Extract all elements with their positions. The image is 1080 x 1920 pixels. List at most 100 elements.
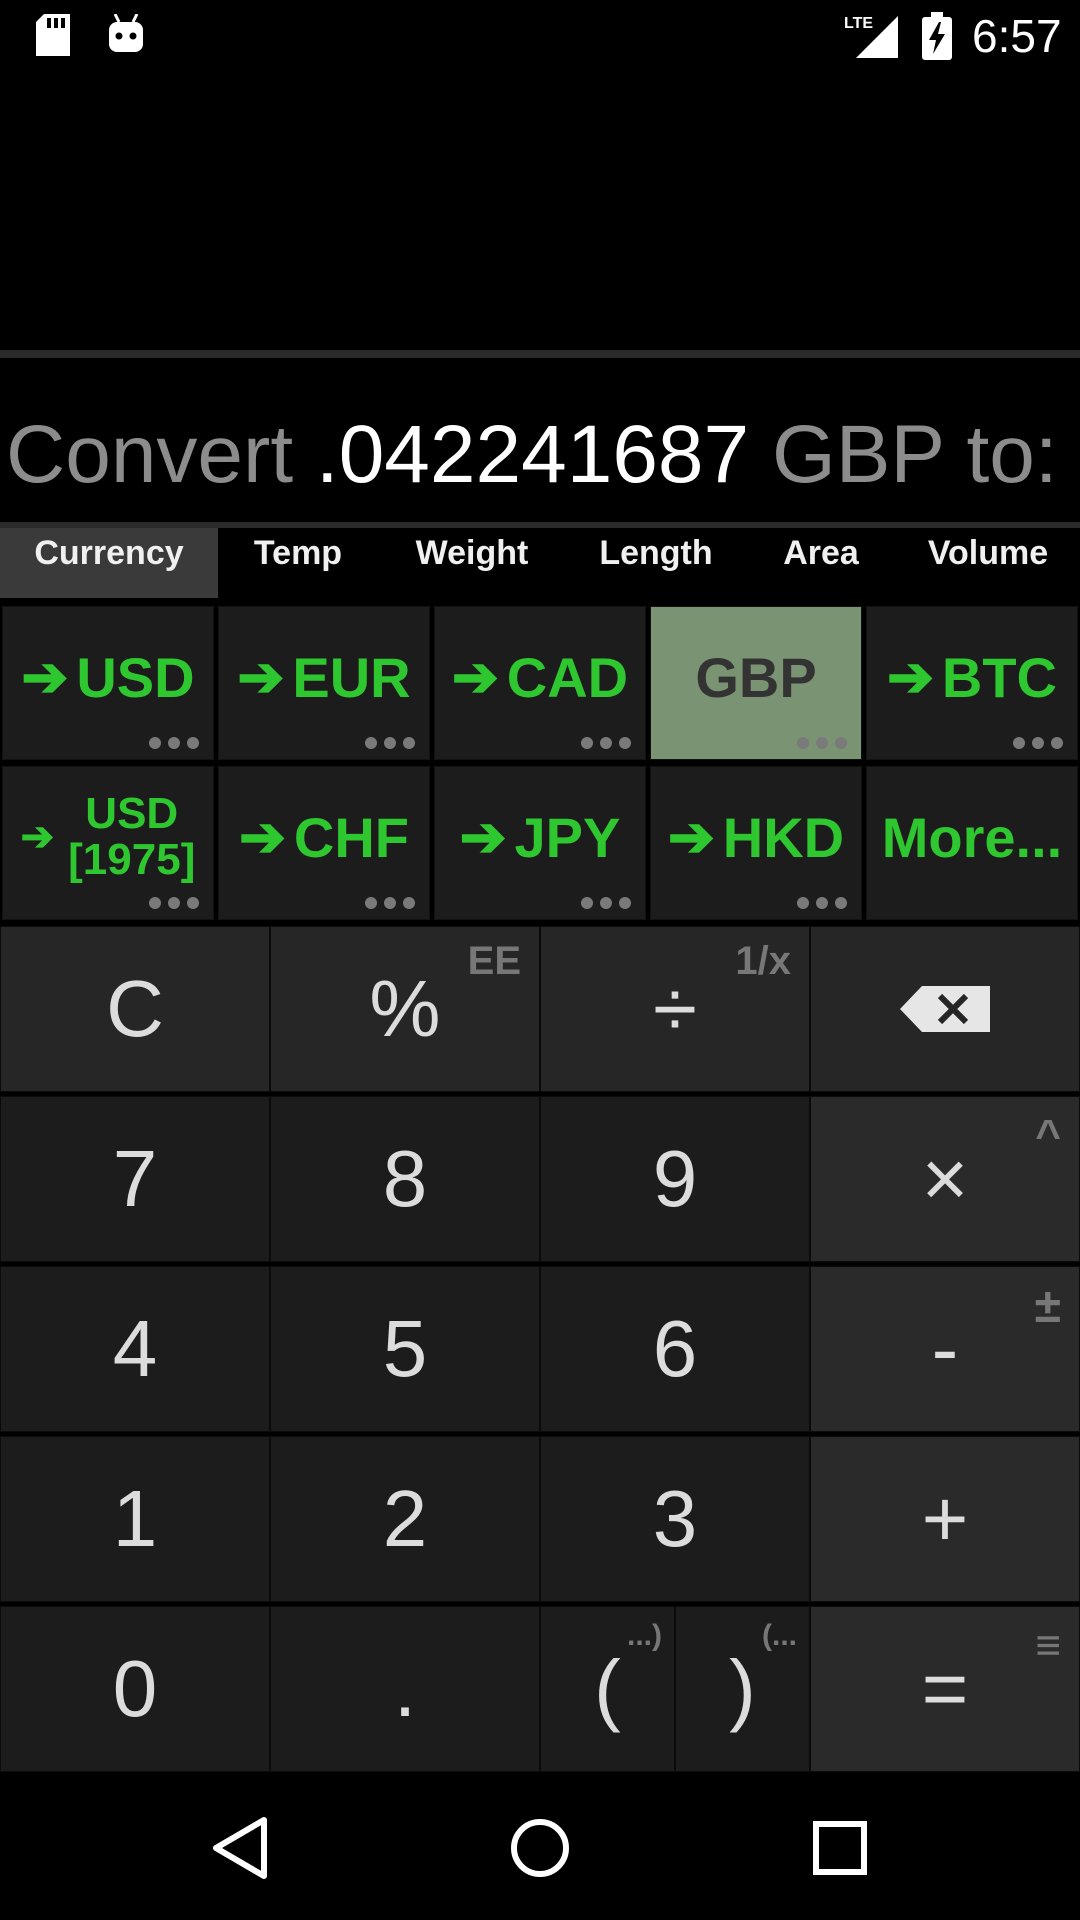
- digit-2-button[interactable]: 2: [270, 1436, 540, 1602]
- reciprocal-alt-label: 1/x: [735, 939, 791, 983]
- arrow-right-icon: ➔: [886, 645, 934, 708]
- arrow-right-icon: ➔: [20, 815, 55, 859]
- currency-eur[interactable]: ➔ EUR: [218, 606, 430, 760]
- digit-label: 7: [112, 1134, 158, 1223]
- tab-currency[interactable]: Currency: [0, 528, 218, 598]
- digit-1-button[interactable]: 1: [0, 1436, 270, 1602]
- divide-label: ÷: [653, 964, 697, 1053]
- back-icon[interactable]: [210, 1816, 272, 1880]
- tab-volume[interactable]: Volume: [927, 534, 1049, 572]
- currency-label-line2: [1975]: [68, 835, 196, 884]
- sd-card-icon: [36, 14, 70, 56]
- digit-6-button[interactable]: 6: [540, 1266, 810, 1432]
- more-label: More...: [881, 805, 1063, 869]
- status-time: 6:57: [972, 10, 1062, 62]
- clear-label: C: [106, 964, 164, 1053]
- backspace-button[interactable]: [810, 926, 1080, 1092]
- conversion-display: Convert .042241687 GBP to:: [6, 405, 1058, 505]
- display-divider-bottom: [0, 522, 1080, 528]
- display-divider: [0, 350, 1080, 358]
- lte-signal-icon: LTE: [844, 15, 898, 58]
- currency-chf[interactable]: ➔ CHF: [218, 766, 430, 920]
- digit-9-button[interactable]: 9: [540, 1096, 810, 1262]
- tab-length[interactable]: Length: [599, 534, 713, 572]
- equals-button[interactable]: = ≡: [810, 1606, 1080, 1772]
- currency-hkd[interactable]: ➔ HKD: [650, 766, 862, 920]
- category-tabs: Currency Temp Weight Length Area Volume: [0, 528, 1080, 598]
- currency-label: HKD: [722, 805, 845, 869]
- digit-label: 5: [382, 1304, 428, 1393]
- close-paren-button[interactable]: ) (...: [675, 1606, 810, 1772]
- arrow-right-icon: ➔: [459, 805, 507, 868]
- close-paren-alt-label: (...: [762, 1619, 797, 1652]
- arrow-right-icon: ➔: [237, 645, 285, 708]
- power-alt-label: ^: [1035, 1111, 1061, 1160]
- more-dots-icon: [149, 897, 199, 909]
- percent-button[interactable]: % EE: [270, 926, 540, 1092]
- tab-area[interactable]: Area: [783, 534, 859, 572]
- android-debug-icon: [109, 14, 143, 52]
- currency-label: CHF: [293, 805, 409, 869]
- currency-label: BTC: [941, 645, 1057, 709]
- minus-button[interactable]: - ±: [810, 1266, 1080, 1432]
- digit-label: 6: [652, 1304, 698, 1393]
- currency-label: CAD: [506, 645, 629, 709]
- currency-jpy[interactable]: ➔ JPY: [434, 766, 646, 920]
- plus-button[interactable]: +: [810, 1436, 1080, 1602]
- digit-label: 3: [652, 1474, 698, 1563]
- tab-weight[interactable]: Weight: [415, 534, 529, 572]
- tab-temp[interactable]: Temp: [253, 534, 343, 572]
- currency-gbp-selected[interactable]: GBP: [650, 606, 862, 760]
- status-bar: LTE 6:57: [0, 0, 1080, 72]
- more-dots-icon: [581, 737, 631, 749]
- close-paren-label: ): [729, 1644, 756, 1733]
- currency-label: GBP: [695, 645, 817, 709]
- clear-button[interactable]: C: [0, 926, 270, 1092]
- ee-alt-label: EE: [467, 939, 521, 983]
- arrow-right-icon: ➔: [451, 645, 499, 708]
- convert-unit: GBP: [771, 409, 944, 500]
- digit-label: 8: [382, 1134, 428, 1223]
- arrow-right-icon: ➔: [667, 805, 715, 868]
- recents-icon[interactable]: [810, 1818, 870, 1878]
- digit-7-button[interactable]: 7: [0, 1096, 270, 1262]
- lte-label: LTE: [844, 15, 873, 32]
- digit-label: 9: [652, 1134, 698, 1223]
- more-dots-icon: [797, 737, 847, 749]
- currency-usd[interactable]: ➔ USD: [2, 606, 214, 760]
- digit-5-button[interactable]: 5: [270, 1266, 540, 1432]
- currency-label: JPY: [514, 805, 621, 869]
- navigation-bar: [0, 1776, 1080, 1920]
- divide-button[interactable]: ÷ 1/x: [540, 926, 810, 1092]
- open-paren-label: (: [594, 1644, 621, 1733]
- digit-8-button[interactable]: 8: [270, 1096, 540, 1262]
- convert-value: .042241687: [315, 409, 750, 500]
- more-dots-icon: [365, 897, 415, 909]
- more-dots-icon: [149, 737, 199, 749]
- more-dots-icon: [581, 897, 631, 909]
- open-paren-button[interactable]: ( ...): [540, 1606, 675, 1772]
- currency-cad[interactable]: ➔ CAD: [434, 606, 646, 760]
- decimal-button[interactable]: .: [270, 1606, 540, 1772]
- more-dots-icon: [797, 897, 847, 909]
- battery-charging-icon: [922, 12, 952, 60]
- digit-3-button[interactable]: 3: [540, 1436, 810, 1602]
- equals-label: =: [921, 1644, 969, 1733]
- currency-btc[interactable]: ➔ BTC: [866, 606, 1078, 760]
- digit-label: 4: [112, 1304, 158, 1393]
- arrow-right-icon: ➔: [21, 645, 69, 708]
- home-icon[interactable]: [508, 1816, 572, 1880]
- open-paren-alt-label: ...): [627, 1619, 662, 1652]
- digit-0-button[interactable]: 0: [0, 1606, 270, 1772]
- currency-usd-1975[interactable]: ➔ USD [1975]: [2, 766, 214, 920]
- minus-label: -: [931, 1304, 959, 1393]
- more-dots-icon: [365, 737, 415, 749]
- currency-more[interactable]: More...: [866, 766, 1078, 920]
- multiply-button[interactable]: × ^: [810, 1096, 1080, 1262]
- currency-label-line1: USD: [85, 789, 179, 838]
- percent-label: %: [369, 964, 441, 1053]
- digit-label: 2: [382, 1474, 428, 1563]
- digit-4-button[interactable]: 4: [0, 1266, 270, 1432]
- currency-label: USD: [76, 645, 195, 709]
- plus-minus-alt-label: ±: [1034, 1280, 1061, 1333]
